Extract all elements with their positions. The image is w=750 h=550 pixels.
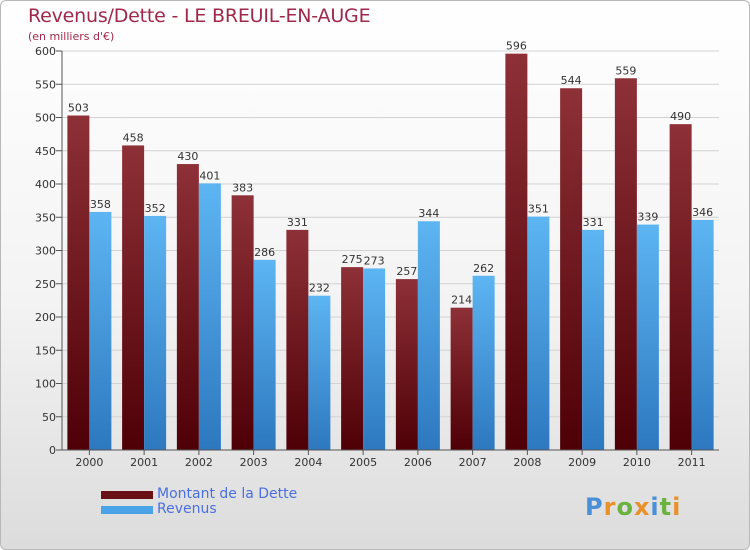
bar-revenus-2001	[144, 215, 167, 450]
y-tick-label-250: 250	[35, 278, 56, 291]
bar-dette-2000	[67, 115, 90, 450]
proxiti-logo: Proxiti	[585, 493, 681, 521]
y-tick-label-350: 350	[35, 211, 56, 224]
bar-dette-2008	[505, 53, 528, 450]
legend-label-revenus: Revenus	[157, 501, 217, 517]
bar-dette-2009	[560, 88, 583, 451]
x-tick-label-2009: 2009	[568, 456, 596, 469]
logo-letter: i	[672, 493, 682, 521]
bar-revenus-2009	[582, 229, 605, 450]
y-tick-label-50: 50	[42, 411, 56, 424]
data-label-dette-2007: 214	[451, 294, 472, 307]
x-tick-label-2010: 2010	[623, 456, 651, 469]
x-tick-label-2004: 2004	[294, 456, 322, 469]
data-label-revenus-2004: 232	[309, 282, 330, 295]
data-label-dette-2008: 596	[506, 40, 527, 53]
data-label-dette-2009: 544	[561, 74, 582, 87]
y-tick-label-100: 100	[35, 378, 56, 391]
data-label-revenus-2003: 286	[254, 246, 275, 259]
x-tick-label-2005: 2005	[349, 456, 377, 469]
chart-title: Revenus/Dette - LE BREUIL-EN-AUGE	[28, 5, 371, 27]
y-tick-label-450: 450	[35, 145, 56, 158]
data-label-revenus-2010: 339	[637, 211, 658, 224]
axis-layer: 0 50 100 150 200 250 300 350 400 450 500 550 600 2000…	[35, 45, 719, 469]
y-tick-label-550: 550	[35, 78, 56, 91]
logo-letter: r	[603, 493, 617, 521]
y-tick-label-500: 500	[35, 112, 56, 125]
x-tick-label-2006: 2006	[404, 456, 432, 469]
bar-revenus-2006	[417, 221, 440, 450]
bar-dette-2002	[176, 164, 199, 451]
data-label-revenus-2001: 352	[145, 202, 166, 215]
bar-dette-2005	[341, 267, 364, 450]
data-label-revenus-2007: 262	[473, 262, 494, 275]
chart-subtitle: (en milliers d'€)	[28, 30, 115, 43]
data-label-dette-2005: 275	[342, 253, 363, 266]
y-tick-label-200: 200	[35, 311, 56, 324]
bar-revenus-2010	[636, 224, 659, 450]
data-label-revenus-2006: 344	[418, 207, 439, 220]
data-label-dette-2010: 559	[615, 64, 636, 77]
y-tick-label-300: 300	[35, 245, 56, 258]
bar-revenus-2002	[198, 183, 221, 450]
data-label-dette-2002: 430	[177, 150, 198, 163]
data-label-dette-2004: 331	[287, 216, 308, 229]
bar-dette-2007	[450, 307, 473, 450]
logo-letter: x	[633, 493, 651, 521]
bar-revenus-2007	[472, 275, 495, 450]
bar-dette-2010	[614, 78, 637, 450]
y-tick-label-0: 0	[49, 444, 56, 457]
data-label-revenus-2008: 351	[528, 203, 549, 216]
x-tick-label-2007: 2007	[459, 456, 487, 469]
x-tick-label-2001: 2001	[130, 456, 158, 469]
data-label-revenus-2009: 331	[583, 216, 604, 229]
data-label-revenus-2000: 358	[90, 198, 111, 211]
y-tick-label-150: 150	[35, 344, 56, 357]
bar-revenus-2003	[253, 259, 276, 450]
data-label-dette-2000: 503	[68, 102, 89, 115]
x-tick-label-2008: 2008	[513, 456, 541, 469]
x-tick-label-2011: 2011	[678, 456, 706, 469]
y-tick-label-400: 400	[35, 178, 56, 191]
data-label-dette-2003: 383	[232, 181, 253, 194]
data-label-revenus-2011: 346	[692, 206, 713, 219]
legend-swatch-dette	[101, 491, 153, 499]
data-label-revenus-2002: 401	[199, 169, 220, 182]
bar-dette-2003	[231, 195, 254, 450]
data-label-revenus-2005: 273	[364, 254, 385, 267]
data-label-dette-2006: 257	[396, 265, 417, 278]
y-tick-label-600: 600	[35, 45, 56, 58]
bar-dette-2001	[122, 145, 145, 450]
logo-letter: t	[659, 493, 673, 521]
legend-swatch-revenus	[101, 506, 153, 514]
x-tick-label-2003: 2003	[240, 456, 268, 469]
bar-revenus-2008	[527, 216, 550, 450]
bar-dette-2011	[669, 124, 692, 451]
bar-revenus-2000	[89, 211, 112, 450]
bar-dette-2004	[286, 229, 309, 450]
bar-revenus-2004	[308, 295, 331, 450]
bar-revenus-2005	[363, 268, 386, 450]
grid-layer	[62, 50, 719, 451]
logo-letter: o	[616, 493, 634, 521]
data-label-dette-2011: 490	[670, 110, 691, 123]
bar-revenus-2011	[691, 219, 714, 450]
logo-letter: i	[650, 493, 660, 521]
logo-letter: P	[585, 493, 604, 521]
x-tick-label-2000: 2000	[75, 456, 103, 469]
legend-label-dette: Montant de la Dette	[157, 486, 298, 502]
data-label-dette-2001: 458	[123, 131, 144, 144]
x-tick-label-2002: 2002	[185, 456, 213, 469]
bar-dette-2006	[395, 279, 418, 450]
